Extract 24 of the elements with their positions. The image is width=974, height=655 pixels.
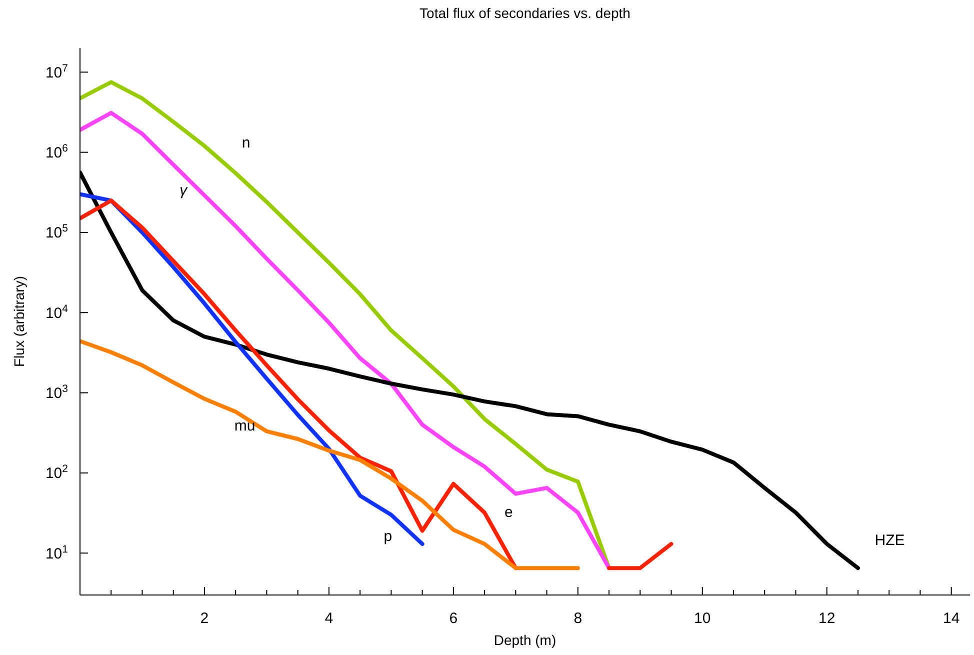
y-tick-label: 10$^{3}$ [45, 383, 68, 402]
x-tick-label: 12 [818, 610, 836, 627]
y-tick-label: 10$^{6}$ [45, 142, 68, 162]
series-label: γ [180, 182, 189, 199]
y-tick-label: 10$^{2}$ [45, 463, 68, 482]
series-label: e [504, 504, 513, 522]
x-tick-label: 2 [200, 610, 209, 627]
x-tick-label: 4 [324, 610, 334, 627]
x-axis-title: Depth (m) [494, 632, 556, 648]
x-tick-label: 8 [574, 610, 582, 627]
line-series [80, 339, 580, 570]
y-axis-title: Flux (arbitrary) [11, 276, 27, 368]
y-tick-label: 10$^{5}$ [45, 222, 68, 242]
chart-title: Total flux of secondaries vs. depth [420, 5, 630, 21]
series-label: p [384, 528, 392, 546]
y-tick-label: 10$^{1}$ [45, 543, 68, 562]
y-tick-label: 10$^{4}$ [45, 302, 68, 322]
x-tick-label: 10 [694, 610, 711, 627]
series-label: HZE [874, 532, 905, 550]
x-tick-label: 6 [449, 610, 458, 627]
x-tick-label: 14 [942, 610, 960, 627]
series-label: n [242, 134, 250, 152]
series-label: mu [234, 417, 256, 434]
y-tick-label: 10$^{7}$ [45, 62, 68, 82]
